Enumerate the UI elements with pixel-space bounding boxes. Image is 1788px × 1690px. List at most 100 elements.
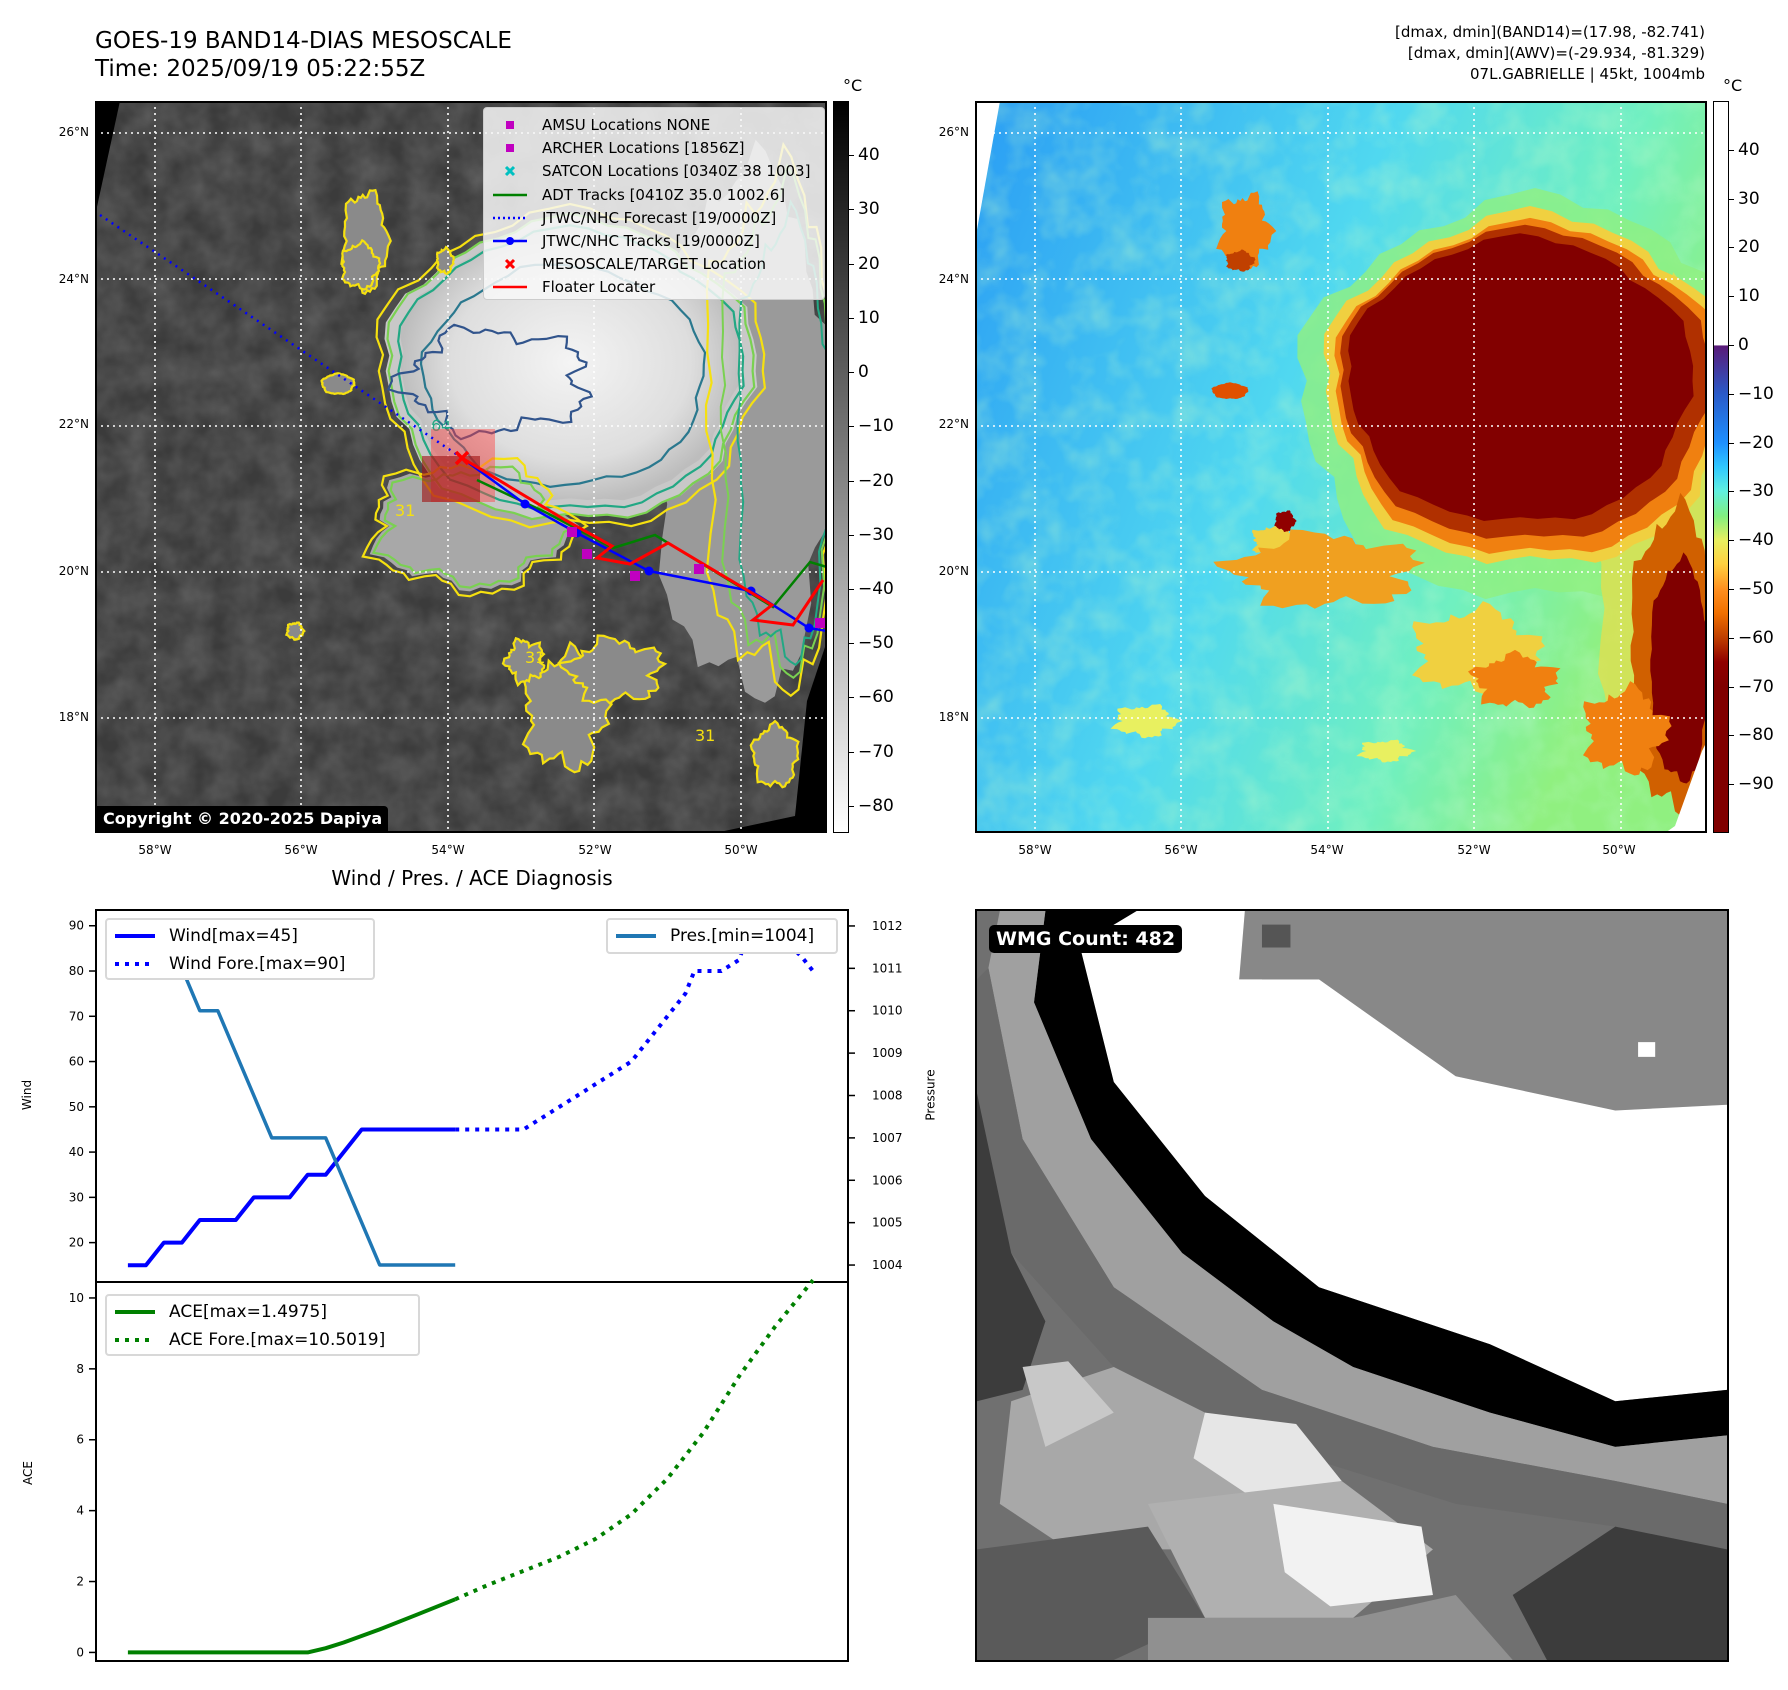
ir-map-panel[interactable]: 64 31 31 31 AMSU Locations NONE ARCHER Locat… xyxy=(95,101,827,833)
y2-tick-label: 1008 xyxy=(872,1089,903,1103)
lon-label: 52°W xyxy=(1457,843,1491,857)
colorbar-tick-label: −10 xyxy=(858,416,894,437)
map-legend-item: JTWC/NHC Forecast [19/0000Z] xyxy=(492,207,776,229)
y2-tick-label: 1005 xyxy=(872,1216,903,1230)
y-tick-label: 2 xyxy=(76,1575,84,1589)
y2-tick-label: 1004 xyxy=(872,1258,903,1272)
colorbar-tick xyxy=(1729,637,1734,639)
ace-legend: ACE[max=1.4975] ACE Fore.[max=10.5019] xyxy=(105,1294,420,1356)
svg-text:31: 31 xyxy=(395,501,415,520)
target-marker xyxy=(454,450,470,466)
colorbar-tick xyxy=(849,751,854,753)
lat-label: 22°N xyxy=(58,417,89,431)
lon-label: 58°W xyxy=(1018,843,1052,857)
y2-tick-label: 1009 xyxy=(872,1046,903,1060)
colorbar-tick xyxy=(1729,491,1734,493)
ace-line xyxy=(127,1597,456,1655)
y-tick-label: 10 xyxy=(69,1291,84,1305)
colorbar-tick-label: −60 xyxy=(858,687,894,708)
color-map-panel[interactable] xyxy=(975,101,1707,833)
pressure-axis-label: Pressure xyxy=(923,1069,938,1121)
colorbar-tick xyxy=(849,372,854,374)
colorbar-tick-label: −20 xyxy=(1738,432,1774,453)
colorbar-enhanced xyxy=(1713,101,1729,833)
lon-label: 50°W xyxy=(1602,843,1636,857)
colorbar-tick-label: 10 xyxy=(1738,286,1760,307)
legend-label: ARCHER Locations [1856Z] xyxy=(542,139,745,158)
colorbar-tick-label: 30 xyxy=(1738,188,1760,209)
colorbar-tick-label: 0 xyxy=(1738,335,1749,355)
cold-cloud-tops xyxy=(1110,188,1705,818)
dotted-line-icon xyxy=(115,962,155,966)
copyright-badge: Copyright © 2020-2025 Dapiya xyxy=(97,806,389,831)
lat-label: 18°N xyxy=(58,710,89,724)
y-tick-label: 40 xyxy=(69,1145,84,1159)
legend-label: SATCON Locations [0340Z 38 1003] xyxy=(542,162,811,181)
colorbar-tick-label: −30 xyxy=(858,524,894,545)
square-marker-icon xyxy=(506,144,514,153)
ace-axis-label: ACE xyxy=(20,1461,35,1485)
colorbar-tick-label: −70 xyxy=(1738,676,1774,697)
ace-forecast-line xyxy=(454,1278,815,1602)
lat-label: 26°N xyxy=(58,125,89,139)
legend-wind-forecast: Wind Fore.[max=90] xyxy=(115,953,345,975)
wind-line xyxy=(127,1127,456,1268)
y2-tick-label: 1012 xyxy=(872,919,903,933)
forecast-track xyxy=(99,213,463,460)
colorbar-tick-label: 0 xyxy=(858,362,869,383)
y-tick-label: 8 xyxy=(76,1362,84,1376)
colorbar-tick xyxy=(849,426,854,428)
colorbar1-unit: °C xyxy=(843,76,863,95)
y-tick-label: 6 xyxy=(76,1433,84,1447)
y2-tick-label: 1011 xyxy=(872,961,903,975)
colorbar-tick-label: 40 xyxy=(858,145,880,166)
lat-label: 18°N xyxy=(938,710,969,724)
colorbar2-unit: °C xyxy=(1723,76,1743,95)
colorbar-tick-label: −20 xyxy=(858,470,894,491)
legend-label: ACE[max=1.4975] xyxy=(169,1302,327,1322)
wmg-image xyxy=(977,911,1727,1660)
colorbar-tick xyxy=(849,480,854,482)
solid-line-icon xyxy=(115,934,155,938)
colorbar-tick xyxy=(1729,442,1734,444)
colorbar-tick xyxy=(849,155,854,157)
y-tick-label: 90 xyxy=(69,919,84,933)
line-marker-icon xyxy=(493,193,527,196)
lat-label: 20°N xyxy=(58,564,89,578)
chart-divider xyxy=(95,1281,849,1283)
lon-label: 52°W xyxy=(578,843,612,857)
y2-tick-label: 1007 xyxy=(872,1131,903,1145)
legend-ace-forecast: ACE Fore.[max=10.5019] xyxy=(115,1329,385,1351)
product-time: Time: 2025/09/19 05:22:55Z xyxy=(95,56,426,82)
pressure-legend: Pres.[min=1004] xyxy=(606,918,838,954)
lat-label: 24°N xyxy=(938,272,969,286)
legend-label: Floater Locater xyxy=(542,278,656,297)
info-band14-range: [dmax, dmin](BAND14)=(17.98, -82.741) xyxy=(1394,23,1705,41)
colorbar-tick-label: 20 xyxy=(858,253,880,274)
map-legend: AMSU Locations NONE ARCHER Locations [185… xyxy=(483,107,825,300)
legend-label: JTWC/NHC Tracks [19/0000Z] xyxy=(542,232,760,250)
storm-tracks xyxy=(99,213,825,633)
colorbar-tick-label: −90 xyxy=(1738,774,1774,795)
lon-label: 58°W xyxy=(138,843,172,857)
lon-label: 54°W xyxy=(431,843,465,857)
y2-tick-label: 1010 xyxy=(872,1004,903,1018)
colorbar-tick xyxy=(1729,149,1734,151)
y-tick-label: 20 xyxy=(69,1236,84,1250)
map-legend-item: AMSU Locations NONE xyxy=(492,114,710,136)
enhanced-satellite-image xyxy=(977,103,1705,831)
colorbar-tick xyxy=(1729,345,1734,346)
wmg-count-badge: WMG Count: 482 xyxy=(989,925,1183,953)
info-awv-range: [dmax, dmin](AWV)=(-29.934, -81.329) xyxy=(1407,44,1705,62)
y-tick-label: 4 xyxy=(76,1504,84,1518)
wmg-panel[interactable]: WMG Count: 482 xyxy=(975,909,1729,1662)
colorbar-tick-label: −10 xyxy=(1738,383,1774,404)
colorbar-tick xyxy=(1729,296,1734,298)
y-tick-label: 60 xyxy=(69,1055,84,1069)
colorbar-tick xyxy=(1729,198,1734,200)
y-tick-label: 0 xyxy=(76,1645,84,1659)
legend-label: AMSU Locations NONE xyxy=(542,116,711,134)
legend-label: Wind Fore.[max=90] xyxy=(169,954,346,974)
wind-forecast-line xyxy=(455,923,815,1132)
legend-label: JTWC/NHC Forecast [19/0000Z] xyxy=(542,208,777,227)
